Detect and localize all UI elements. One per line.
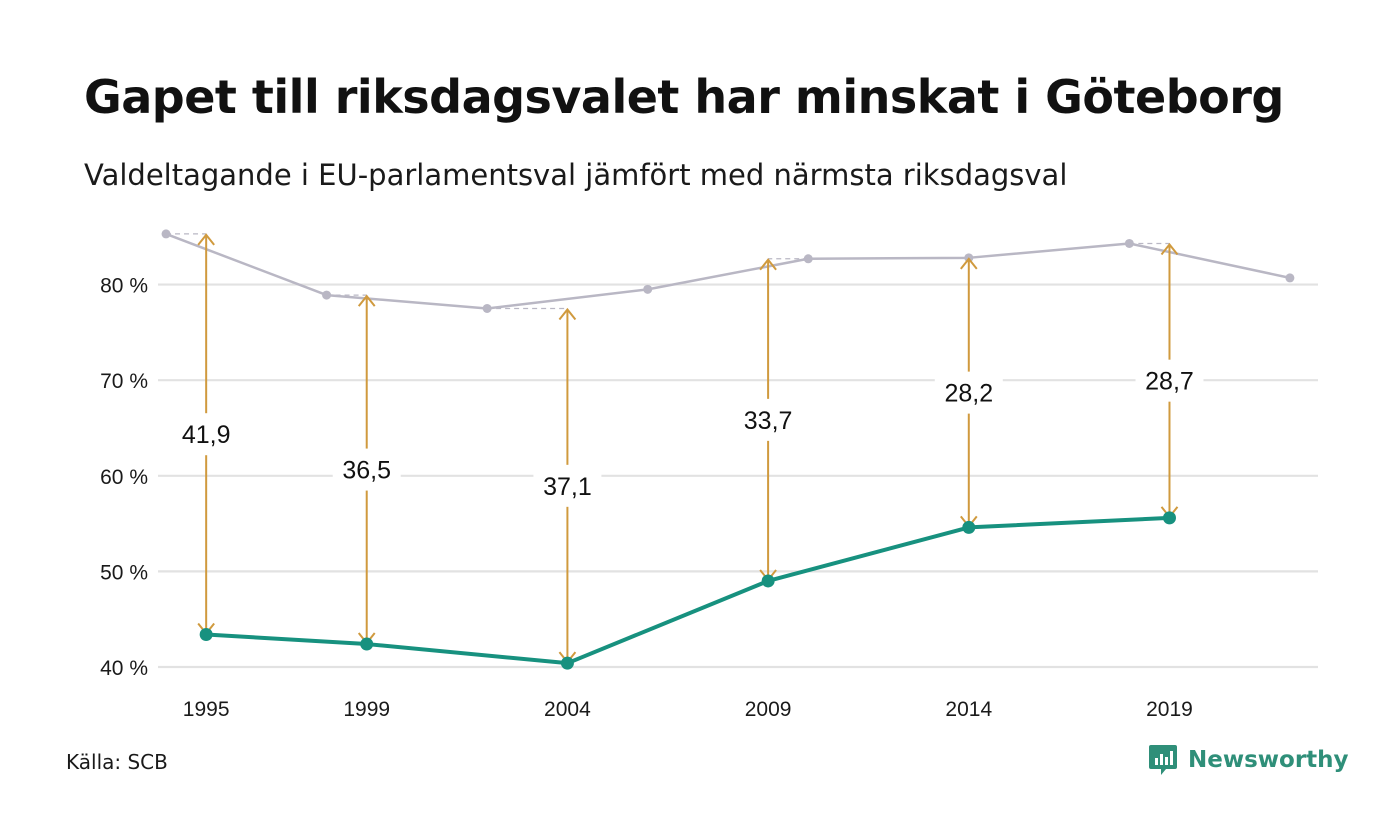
gap-label-background — [934, 371, 1003, 414]
eu-point — [1162, 511, 1176, 525]
gap-arrows — [166, 233, 1179, 664]
newsworthy-logo-icon — [1149, 745, 1177, 775]
x-tick-label: 2009 — [745, 698, 792, 721]
riksdag-point — [1285, 273, 1295, 283]
gap-label-background — [332, 448, 401, 491]
y-tick-label: 60 % — [100, 466, 148, 489]
y-tick-label: 50 % — [100, 561, 148, 584]
eu-point — [360, 637, 374, 651]
x-tick-label: 2014 — [945, 698, 992, 721]
riksdag-series — [161, 229, 1295, 313]
gap-labels: 41,9 36,5 37,1 33,7 28,2 28,7 — [172, 359, 1204, 507]
eu-point — [761, 574, 775, 588]
x-axis-ticks: 1995 1999 2004 2009 2014 2019 — [183, 698, 1193, 721]
x-tick-label: 1995 — [183, 698, 230, 721]
y-tick-label: 80 % — [100, 275, 148, 298]
gap-label: 36,5 — [342, 457, 391, 485]
gap-label-background — [1135, 359, 1204, 402]
eu-point — [199, 627, 213, 641]
riksdag-point — [643, 284, 653, 294]
gap-arrowhead-top — [558, 307, 577, 321]
gap-arrowhead-top — [759, 258, 777, 271]
gap-label-background — [734, 398, 803, 441]
chart-subtitle: Valdeltagande i EU-parlamentsval jämfört… — [84, 158, 1068, 192]
gap-label-background — [533, 464, 602, 507]
x-tick-label: 2004 — [544, 698, 591, 721]
x-tick-label: 2019 — [1146, 698, 1193, 721]
eu-line — [206, 515, 1170, 666]
chart-title: Gapet till riksdagsvalet har minskat i G… — [84, 70, 1284, 124]
eu-series — [199, 511, 1176, 670]
riksdag-line — [165, 232, 1291, 310]
eu-point — [560, 656, 574, 670]
y-tick-label: 40 % — [100, 657, 148, 680]
gap-arrowhead-top — [1160, 242, 1179, 256]
y-axis-ticks: 40 % 50 % 60 % 70 % 80 % — [100, 275, 148, 680]
gap-arrowhead-top — [357, 294, 376, 307]
grid-lines — [158, 283, 1318, 669]
gap-label: 37,1 — [543, 473, 592, 501]
gap-arrowhead-top — [197, 233, 215, 246]
gap-label-background — [172, 413, 241, 456]
y-tick-label: 70 % — [100, 370, 148, 393]
eu-point — [962, 520, 976, 534]
gap-label: 41,9 — [182, 421, 231, 449]
gap-label: 33,7 — [744, 407, 793, 435]
gap-label: 28,2 — [944, 380, 993, 408]
x-tick-label: 1999 — [343, 698, 390, 721]
gap-arrowhead-top — [960, 257, 978, 270]
brand-name: Newsworthy — [1188, 747, 1349, 773]
gap-label: 28,7 — [1145, 368, 1194, 396]
source-note: Källa: SCB — [66, 750, 168, 774]
brand-logo: Newsworthy — [1148, 743, 1349, 777]
